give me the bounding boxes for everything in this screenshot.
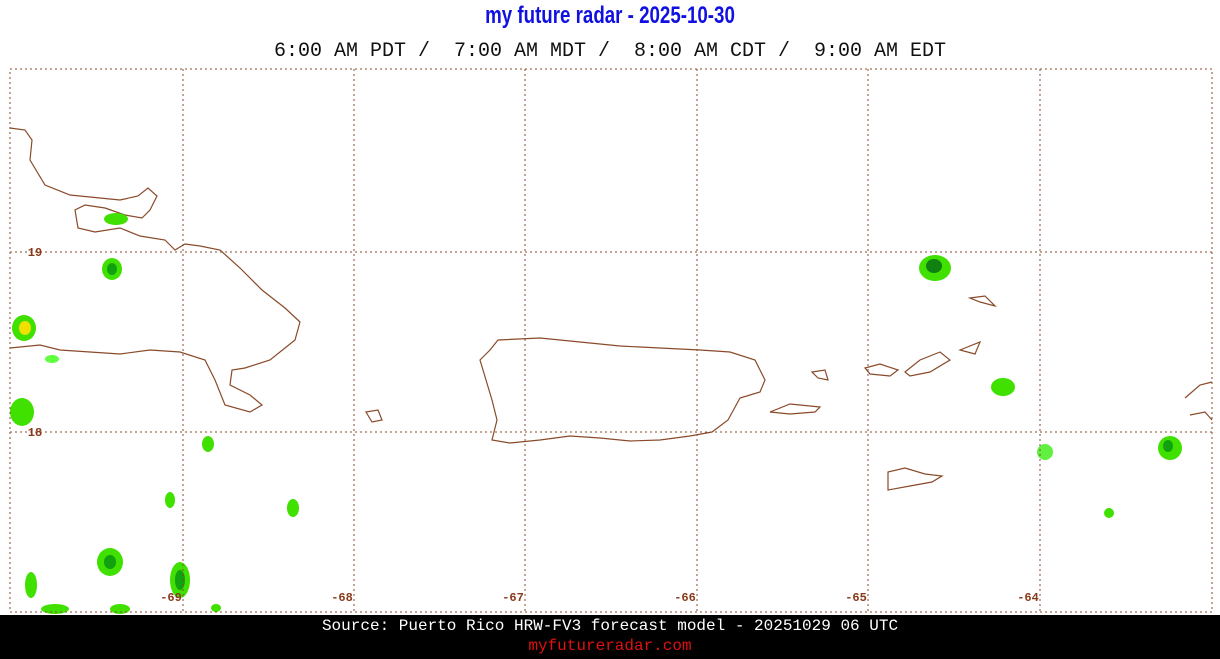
- map-frame: [9, 68, 1213, 613]
- virgin-islands-coast: [810, 295, 1213, 421]
- graticule: -69 -68 -67 -66 -65 -64 19 18: [10, 69, 1212, 612]
- radar-echo: [104, 213, 128, 225]
- radar-echo: [991, 378, 1015, 396]
- coastlines: [9, 127, 1213, 491]
- radar-echo: [107, 263, 117, 275]
- radar-echo: [25, 572, 37, 598]
- longitude-label: -68: [331, 591, 353, 605]
- site-link[interactable]: myfutureradar.com: [528, 637, 692, 655]
- source-text: Source: Puerto Rico HRW-FV3 forecast mod…: [321, 617, 899, 635]
- longitude-label: -64: [1017, 591, 1039, 605]
- radar-echo: [287, 499, 299, 517]
- puerto-rico-coast: [479, 337, 766, 444]
- radar-echo: [926, 259, 942, 273]
- longitude-label: -69: [160, 591, 182, 605]
- radar-echo: [202, 436, 214, 452]
- radar-echo: [1104, 508, 1114, 518]
- st-croix-coast: [887, 467, 944, 491]
- latitude-label: 19: [28, 246, 42, 260]
- cuba-coast: [9, 127, 301, 413]
- vieques-coast: [769, 403, 822, 415]
- radar-echo: [1037, 444, 1053, 460]
- longitude-label: -67: [502, 591, 524, 605]
- desecheo-coast: [365, 409, 383, 423]
- radar-echo: [10, 398, 34, 426]
- longitude-label: -66: [674, 591, 696, 605]
- radar-echo: [211, 604, 221, 612]
- radar-echo: [1163, 440, 1173, 452]
- radar-echo: [165, 492, 175, 508]
- longitude-label: -65: [845, 591, 867, 605]
- map: -69 -68 -67 -66 -65 -64 19 18: [9, 68, 1213, 614]
- title: my future radar - 2025-10-30: [485, 2, 735, 29]
- time-zones: 6:00 AM PDT / 7:00 AM MDT / 8:00 AM CDT …: [273, 40, 947, 63]
- radar-echo: [19, 321, 31, 335]
- radar-echo: [104, 555, 116, 569]
- latitude-label: 18: [28, 426, 42, 440]
- footer: Source: Puerto Rico HRW-FV3 forecast mod…: [0, 615, 1220, 659]
- radar-echo: [45, 355, 59, 363]
- radar-echoes: [10, 213, 1182, 614]
